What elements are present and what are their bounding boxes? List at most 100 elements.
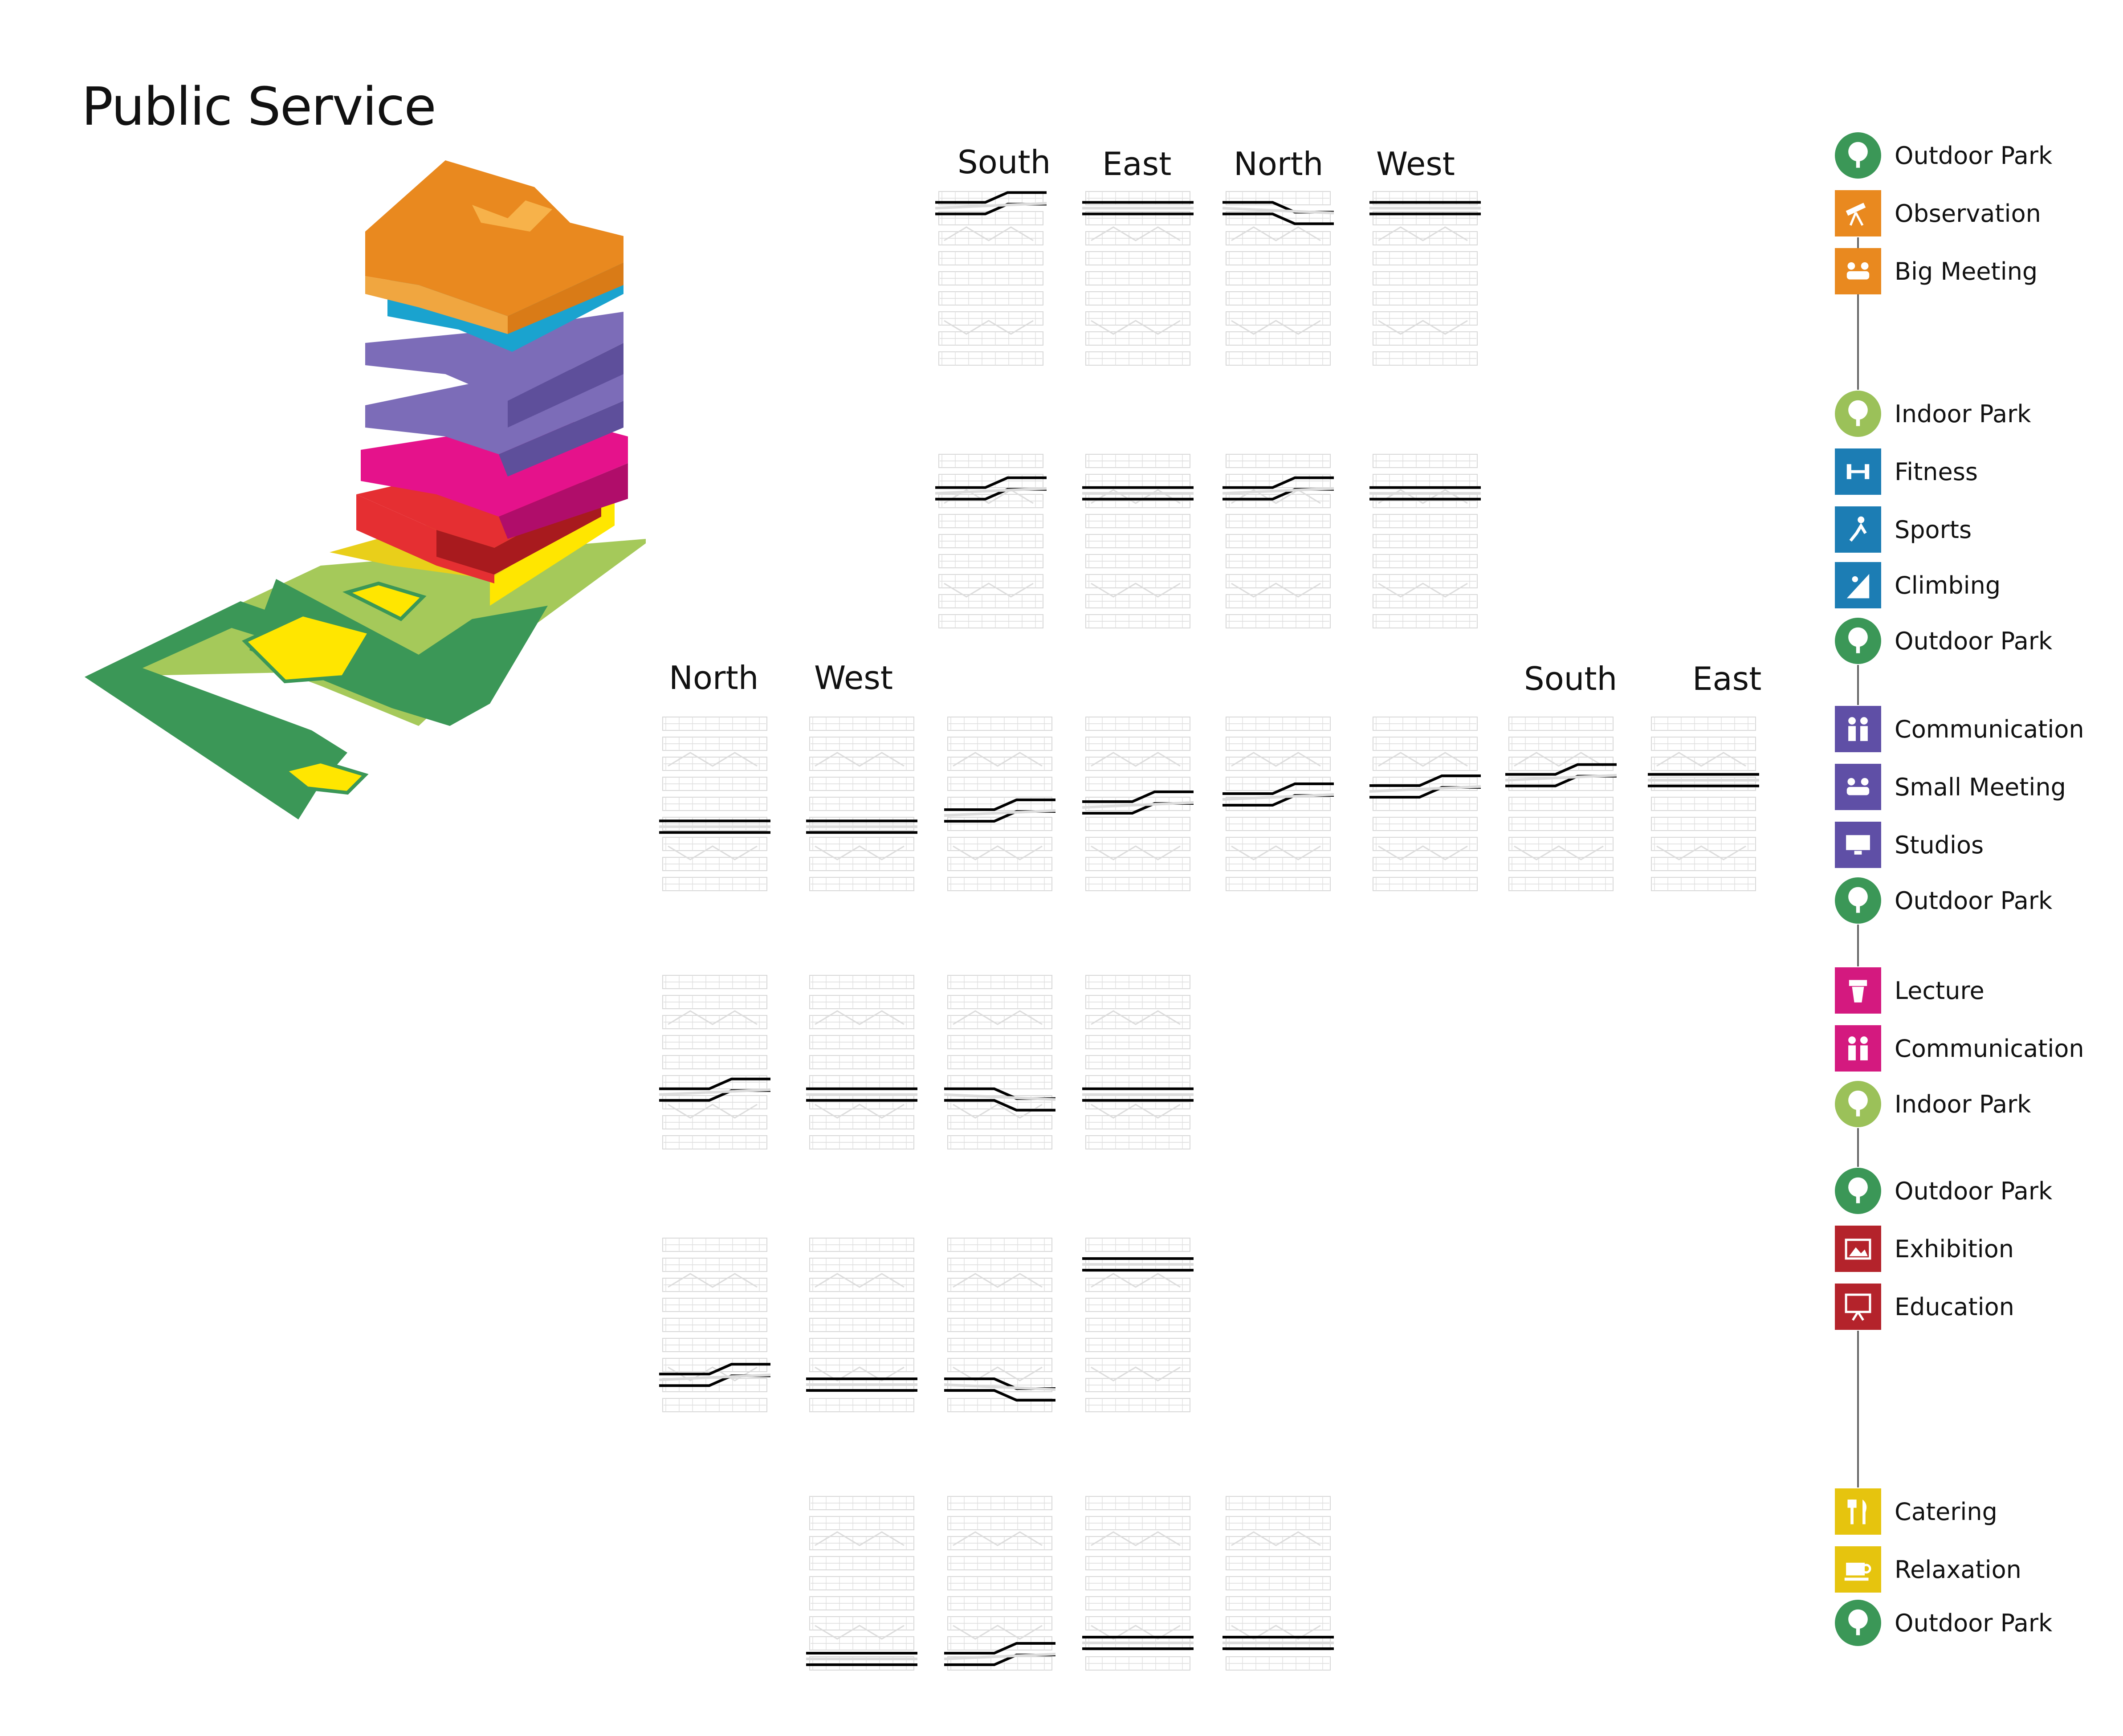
legend-label: Outdoor Park [1895,886,2053,915]
group-icon [1835,764,1881,810]
legend-label: Climbing [1895,571,2001,599]
tree-icon [1835,1081,1881,1127]
tree-icon [1835,877,1881,924]
orientation-label-south: South [1524,660,1618,697]
site-path-outer [85,601,347,819]
picture-icon [1835,1226,1881,1272]
legend-label: Relaxation [1895,1555,2021,1584]
legend-item: Outdoor Park [1835,1599,2052,1647]
legend-item: Indoor Park [1835,390,2031,438]
elevation-drawing [659,975,770,1149]
site-plaza-3 [342,581,427,621]
elevation-drawing [806,975,917,1149]
legend-label: Indoor Park [1895,399,2031,428]
orientation-label-south: South [958,143,1051,181]
legend-item: Fitness [1835,448,1978,496]
elevation-drawing [944,1238,1055,1412]
legend-label: Outdoor Park [1895,1609,2053,1637]
tree-icon [1835,618,1881,664]
elevation-drawing [1082,1496,1194,1671]
elevation-drawing [1505,717,1617,891]
legend-label: Sports [1895,515,1972,544]
axonometric-diagram [85,160,646,819]
legend-item: Relaxation [1835,1545,2021,1593]
legend-item: Outdoor Park [1835,1167,2052,1215]
elevation-drawing [1369,454,1481,628]
elevation-drawing [1082,454,1194,628]
tree-icon [1835,132,1881,179]
dumbbell-icon [1835,448,1881,495]
elevation-drawing [806,1496,917,1671]
legend-item: Outdoor Park [1835,617,2052,665]
elevation-drawing [1222,191,1334,366]
site-path-band [249,579,548,726]
elevation-drawing [944,1496,1055,1671]
legend-label: Fitness [1895,457,1978,486]
climber-icon [1835,562,1881,608]
tree-icon [1835,1600,1881,1646]
legend-connector [1857,1128,1859,1167]
layer-orange-top [365,160,623,316]
runner-icon [1835,506,1881,553]
layer-orange-cut [472,200,552,232]
legend-label: Studios [1895,831,1984,859]
layer-orange-side [508,263,623,334]
elevation-drawing [806,717,917,891]
legend-item: Outdoor Park [1835,876,2052,925]
legend-connector [1857,925,1859,966]
legend-label: Small Meeting [1895,773,2066,801]
legend-label: Observation [1895,199,2041,228]
layer-purple-upper-top [365,312,623,401]
layer-magenta-side [499,463,628,539]
group-icon [1835,248,1881,294]
legend-label: Big Meeting [1895,257,2038,285]
legend-label: Catering [1895,1497,1997,1526]
cutlery-icon [1835,1488,1881,1535]
legend-label: Outdoor Park [1895,1177,2053,1205]
legend-label: Exhibition [1895,1235,2014,1263]
legend-label: Lecture [1895,976,1984,1005]
elevation-drawing [935,191,1047,366]
legend-item: Indoor Park [1835,1080,2031,1128]
board-icon [1835,1284,1881,1330]
tree-icon [1835,1168,1881,1214]
layer-purple-lower-side [499,401,623,477]
elevation-drawing [1082,1238,1194,1412]
legend-item: Big Meeting [1835,247,2037,295]
elevation-drawing [1222,1496,1334,1671]
legend-item: Communication [1835,705,2084,753]
elevation-drawing [1369,717,1481,891]
legend-connector [1857,665,1859,705]
legend-label: Outdoor Park [1895,141,2053,170]
legend-label: Indoor Park [1895,1090,2031,1118]
monitor-icon [1835,822,1881,868]
layer-red-side [436,490,601,575]
layer-orange-front [365,276,508,334]
elevation-drawing [935,454,1047,628]
orientation-label-east: East [1102,145,1172,183]
podium-icon [1835,967,1881,1014]
legend-item: Small Meeting [1835,763,2066,811]
legend-item: Exhibition [1835,1225,2014,1273]
elevation-drawing [806,1238,917,1412]
legend-connector [1857,237,1859,390]
legend-label: Communication [1895,715,2084,743]
elevation-drawing [659,1238,770,1412]
legend-label: Education [1895,1292,2014,1321]
legend-item: Climbing [1835,561,2001,609]
layer-purple-upper-side [508,343,623,428]
legend-item: Sports [1835,505,1972,554]
legend-item: Outdoor Park [1835,131,2052,179]
legend-item: Observation [1835,189,2041,237]
telescope-icon [1835,190,1881,236]
legend-connector [1857,1331,1859,1487]
orientation-label-west: West [814,659,893,697]
tree-icon [1835,391,1881,437]
legend-label: Outdoor Park [1895,627,2053,655]
elevation-drawing [1648,717,1759,891]
page-title: Public Service [81,76,436,137]
legend-item: Lecture [1835,966,1984,1015]
legend-item: Education [1835,1283,2014,1331]
legend-item: Studios [1835,821,1984,869]
